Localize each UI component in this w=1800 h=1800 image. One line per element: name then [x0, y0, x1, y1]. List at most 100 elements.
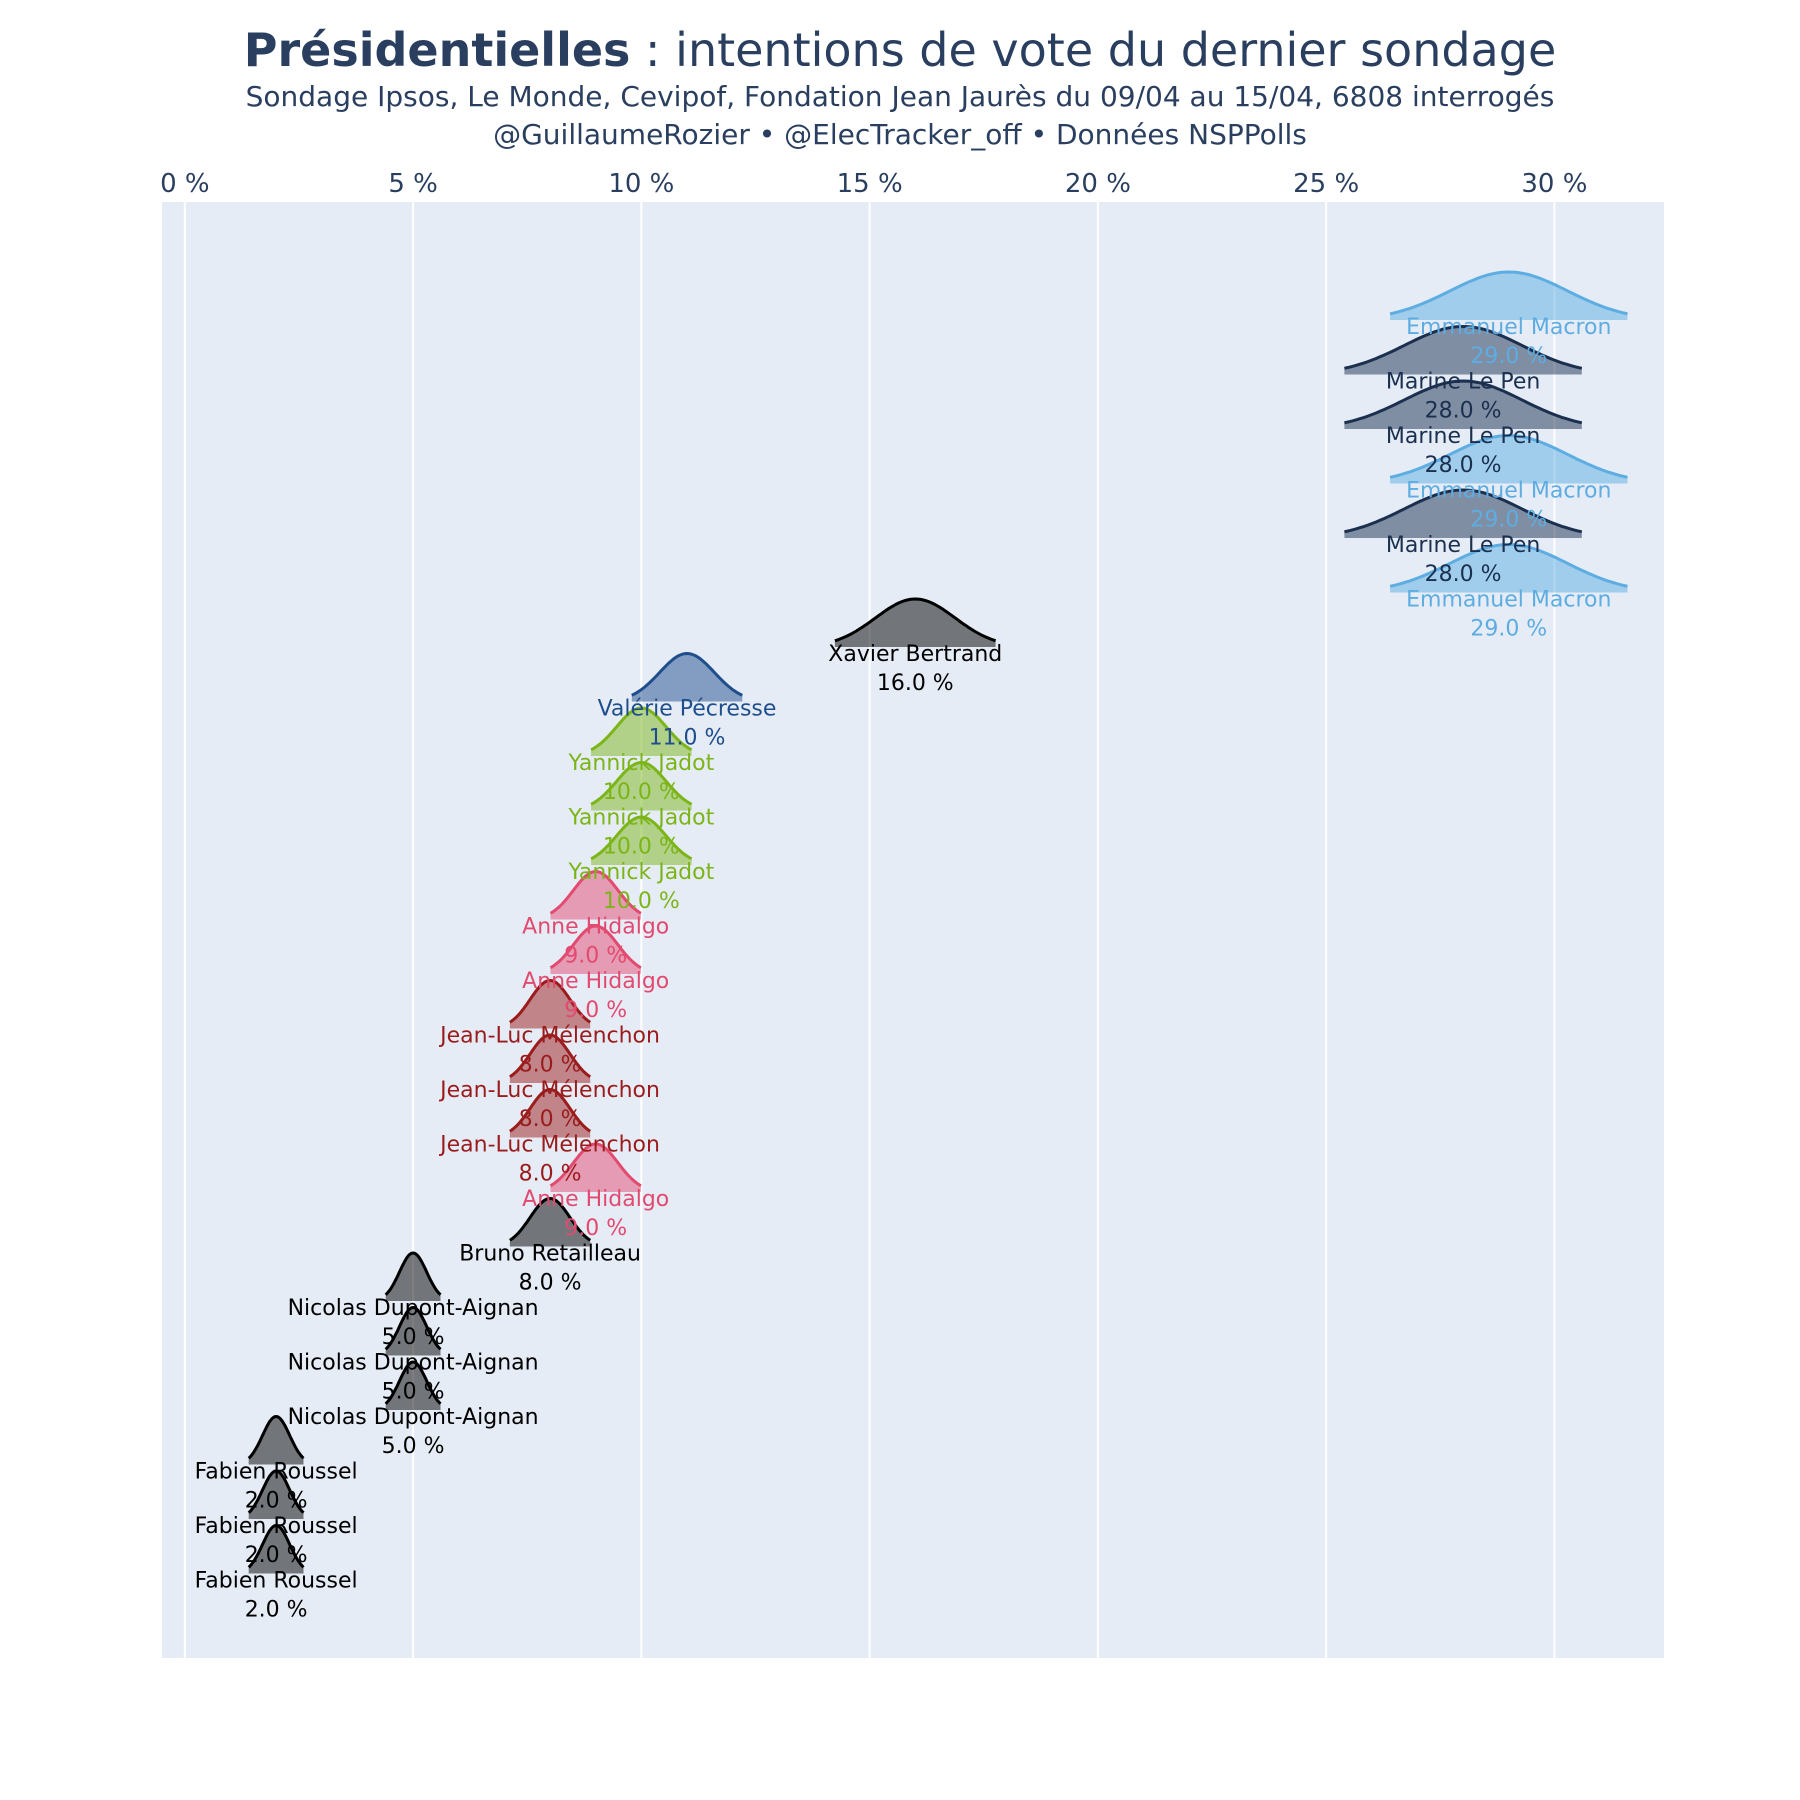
- candidate-name-label: Yannick Jadot: [567, 860, 714, 885]
- ridge-area: [385, 1307, 441, 1356]
- ridge-outline: [834, 597, 997, 643]
- candidate-value-label: 5.0 %: [382, 1325, 445, 1350]
- candidate-name-label: Fabien Roussel: [195, 1460, 358, 1485]
- candidate-value-label: 29.0 %: [1470, 617, 1547, 642]
- ridge-area: [550, 1144, 641, 1192]
- candidate-value-label: 28.0 %: [1425, 562, 1502, 587]
- candidate-name-label: Jean-Luc Mélenchon: [438, 1024, 660, 1049]
- ridge-area: [248, 1471, 304, 1519]
- candidate-name-label: Fabien Roussel: [195, 1514, 358, 1539]
- candidate-name-label: Anne Hidalgo: [522, 915, 669, 940]
- ridge-outline: [509, 1196, 592, 1242]
- candidate-value-label: 16.0 %: [877, 671, 954, 696]
- candidate-value-label: 2.0 %: [245, 1598, 308, 1623]
- ridges: [247, 270, 1628, 1574]
- candidate-value-label: 29.0 %: [1470, 344, 1547, 369]
- ridge-outline: [384, 1251, 442, 1296]
- ridge-outline: [384, 1360, 442, 1405]
- candidate-name-label: Anne Hidalgo: [522, 1187, 669, 1212]
- ridge-outline: [1344, 324, 1583, 370]
- ridge-area: [591, 817, 692, 865]
- ridge-area: [834, 599, 996, 647]
- candidate-name-label: Valérie Pécresse: [598, 697, 777, 722]
- candidate-value-label: 2.0 %: [245, 1489, 308, 1514]
- x-tick-label: 0 %: [160, 169, 210, 199]
- ridge-outline: [1344, 379, 1583, 425]
- ridge-area: [509, 1198, 591, 1247]
- ridge-outline: [549, 1142, 642, 1188]
- candidate-name-label: Yannick Jadot: [567, 751, 714, 776]
- ridge-outline: [247, 1523, 305, 1569]
- ridge-outline: [509, 978, 592, 1024]
- ridge-area: [385, 1362, 441, 1410]
- x-tick-label: 10 %: [608, 169, 674, 199]
- candidate-name-label: Bruno Retailleau: [459, 1242, 641, 1267]
- ridge-area: [509, 980, 591, 1029]
- x-tick-label: 20 %: [1065, 169, 1131, 199]
- ridge-area: [1390, 544, 1628, 593]
- candidate-name-label: Jean-Luc Mélenchon: [438, 1078, 660, 1103]
- ridge-outline: [1389, 270, 1628, 316]
- candidate-value-label: 9.0 %: [564, 998, 627, 1023]
- chart-subtitle: Sondage Ipsos, Le Monde, Cevipof, Fondat…: [246, 80, 1555, 113]
- ridge-area: [1344, 326, 1582, 375]
- candidate-name-label: Fabien Roussel: [195, 1569, 358, 1594]
- ridge-area: [248, 1416, 304, 1465]
- candidate-name-label: Nicolas Dupont-Aignan: [288, 1351, 539, 1376]
- candidate-name-label: Yannick Jadot: [567, 806, 714, 831]
- candidate-name-label: Xavier Bertrand: [828, 642, 1002, 667]
- candidate-name-label: Anne Hidalgo: [522, 969, 669, 994]
- ridge-area: [509, 1089, 591, 1138]
- chart-title-rest: : intentions de vote du dernier sondage: [630, 23, 1556, 77]
- ridge-area: [1390, 435, 1628, 484]
- ridge-outline: [590, 706, 693, 752]
- candidate-name-label: Marine Le Pen: [1386, 533, 1540, 558]
- chart-title-bold: Présidentielles: [244, 23, 631, 77]
- chart-credits: @GuillaumeRozier • @ElecTracker_off • Do…: [493, 118, 1307, 151]
- ridge-area: [1344, 490, 1582, 538]
- ridge-outline: [590, 815, 693, 861]
- ridge-outline: [247, 1414, 305, 1460]
- candidate-value-label: 28.0 %: [1425, 453, 1502, 478]
- ridge-area: [550, 926, 641, 974]
- candidate-value-label: 8.0 %: [519, 1162, 582, 1187]
- ridge-outline: [1389, 433, 1628, 479]
- candidate-value-label: 9.0 %: [564, 944, 627, 969]
- ridge-outline: [247, 1469, 305, 1514]
- ridge-outline: [384, 1305, 442, 1351]
- candidate-value-label: 8.0 %: [519, 1271, 582, 1296]
- candidate-name-label: Marine Le Pen: [1386, 370, 1540, 395]
- ridge-area: [509, 1035, 591, 1083]
- ridge-outline: [549, 924, 642, 970]
- candidate-name-label: Emmanuel Macron: [1406, 588, 1611, 613]
- ridge-area: [1344, 381, 1582, 429]
- ridge-area: [591, 762, 692, 811]
- candidate-value-label: 9.0 %: [564, 1216, 627, 1241]
- ridge-outline: [1389, 542, 1628, 588]
- candidate-value-label: 10.0 %: [603, 889, 680, 914]
- candidate-value-label: 8.0 %: [519, 1053, 582, 1078]
- candidate-name-label: Nicolas Dupont-Aignan: [288, 1296, 539, 1321]
- candidate-value-label: 10.0 %: [603, 835, 680, 860]
- x-tick-label: 30 %: [1521, 169, 1587, 199]
- grid-lines: [183, 202, 1556, 1658]
- candidate-value-label: 10.0 %: [603, 780, 680, 805]
- candidate-value-label: 2.0 %: [245, 1543, 308, 1568]
- candidate-value-label: 28.0 %: [1425, 399, 1502, 424]
- ridge-area: [385, 1253, 441, 1301]
- candidate-value-label: 29.0 %: [1470, 508, 1547, 533]
- ridge-outline: [509, 1087, 592, 1133]
- ridge-outline: [549, 869, 642, 915]
- ridge-outline: [631, 651, 743, 697]
- candidate-name-label: Jean-Luc Mélenchon: [438, 1133, 660, 1158]
- candidate-value-label: 11.0 %: [649, 726, 726, 751]
- candidate-value-label: 5.0 %: [382, 1380, 445, 1405]
- ridge-area: [1390, 272, 1628, 320]
- ridge-area: [631, 653, 743, 702]
- candidate-name-label: Emmanuel Macron: [1406, 479, 1611, 504]
- candidate-name-label: Marine Le Pen: [1386, 424, 1540, 449]
- candidate-value-label: 8.0 %: [519, 1107, 582, 1132]
- x-axis-ticks: 0 % 5 % 10 % 15 % 20 % 25 % 30 %: [160, 169, 1587, 199]
- candidate-name-label: Emmanuel Macron: [1406, 315, 1611, 340]
